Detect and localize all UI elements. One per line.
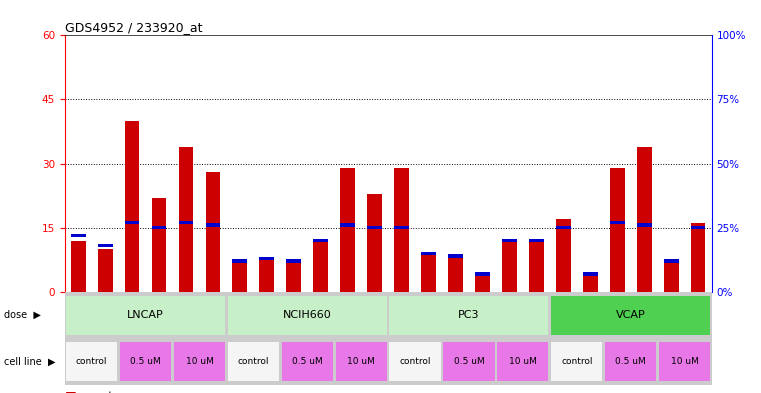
Bar [282, 342, 333, 382]
Bar [551, 296, 710, 335]
Bar [556, 226, 571, 230]
Bar [448, 254, 463, 258]
Bar [66, 296, 225, 335]
Bar [368, 193, 382, 292]
Bar [691, 226, 705, 230]
Bar [232, 262, 247, 292]
Bar [390, 342, 441, 382]
Bar [205, 224, 221, 227]
Bar [502, 239, 517, 242]
Text: ■: ■ [65, 389, 76, 393]
Bar [151, 198, 167, 292]
Bar [583, 275, 597, 292]
Text: 10 uM: 10 uM [509, 357, 537, 366]
Bar [205, 172, 221, 292]
Bar [314, 241, 328, 292]
Bar [610, 221, 625, 224]
Bar [125, 221, 139, 224]
Bar [394, 226, 409, 230]
Bar [340, 224, 355, 227]
Text: control: control [400, 357, 431, 366]
Text: 10 uM: 10 uM [670, 357, 699, 366]
Bar [421, 252, 436, 255]
Bar [97, 249, 113, 292]
Bar [228, 296, 387, 335]
Bar [497, 342, 549, 382]
Bar [637, 147, 651, 292]
Text: control: control [561, 357, 593, 366]
Bar [232, 259, 247, 263]
Bar [314, 239, 328, 242]
Text: 0.5 uM: 0.5 uM [454, 357, 484, 366]
Bar [368, 226, 382, 230]
Bar [664, 262, 679, 292]
Text: 10 uM: 10 uM [186, 357, 213, 366]
Bar [66, 342, 117, 382]
Text: 0.5 uM: 0.5 uM [616, 357, 646, 366]
Bar [556, 219, 571, 292]
Text: LNCAP: LNCAP [127, 310, 164, 320]
Bar [610, 168, 625, 292]
Bar [691, 224, 705, 292]
Text: 0.5 uM: 0.5 uM [292, 357, 323, 366]
Bar [394, 168, 409, 292]
Bar [551, 342, 603, 382]
Bar [529, 241, 544, 292]
Bar [637, 224, 651, 227]
Text: NCIH660: NCIH660 [283, 310, 332, 320]
Text: GDS4952 / 233920_at: GDS4952 / 233920_at [65, 21, 202, 34]
Bar [340, 168, 355, 292]
Text: 10 uM: 10 uM [347, 357, 375, 366]
Text: control: control [237, 357, 269, 366]
Bar [583, 272, 597, 275]
Bar [260, 257, 274, 260]
Bar [71, 241, 85, 292]
Bar [336, 342, 387, 382]
Bar [421, 253, 436, 292]
Bar [664, 259, 679, 263]
Bar [286, 262, 301, 292]
Bar [475, 275, 490, 292]
Text: PC3: PC3 [458, 310, 479, 320]
Bar [659, 342, 710, 382]
Bar [502, 241, 517, 292]
Bar [286, 259, 301, 263]
Bar [228, 342, 279, 382]
Bar [174, 342, 225, 382]
Bar [151, 226, 167, 230]
Bar [125, 121, 139, 292]
Bar [605, 342, 656, 382]
Bar [390, 296, 549, 335]
Text: VCAP: VCAP [616, 310, 645, 320]
Text: dose  ▶: dose ▶ [4, 310, 40, 320]
Bar [120, 342, 171, 382]
Bar [179, 221, 193, 224]
Bar [444, 342, 495, 382]
Bar [529, 239, 544, 242]
Bar [97, 244, 113, 248]
Text: control: control [76, 357, 107, 366]
Bar [475, 272, 490, 275]
Bar [71, 234, 85, 237]
Text: 0.5 uM: 0.5 uM [130, 357, 161, 366]
Bar [179, 147, 193, 292]
Text: cell line  ▶: cell line ▶ [4, 357, 56, 367]
Bar [260, 258, 274, 292]
Bar [448, 258, 463, 292]
Text: count: count [84, 391, 113, 393]
